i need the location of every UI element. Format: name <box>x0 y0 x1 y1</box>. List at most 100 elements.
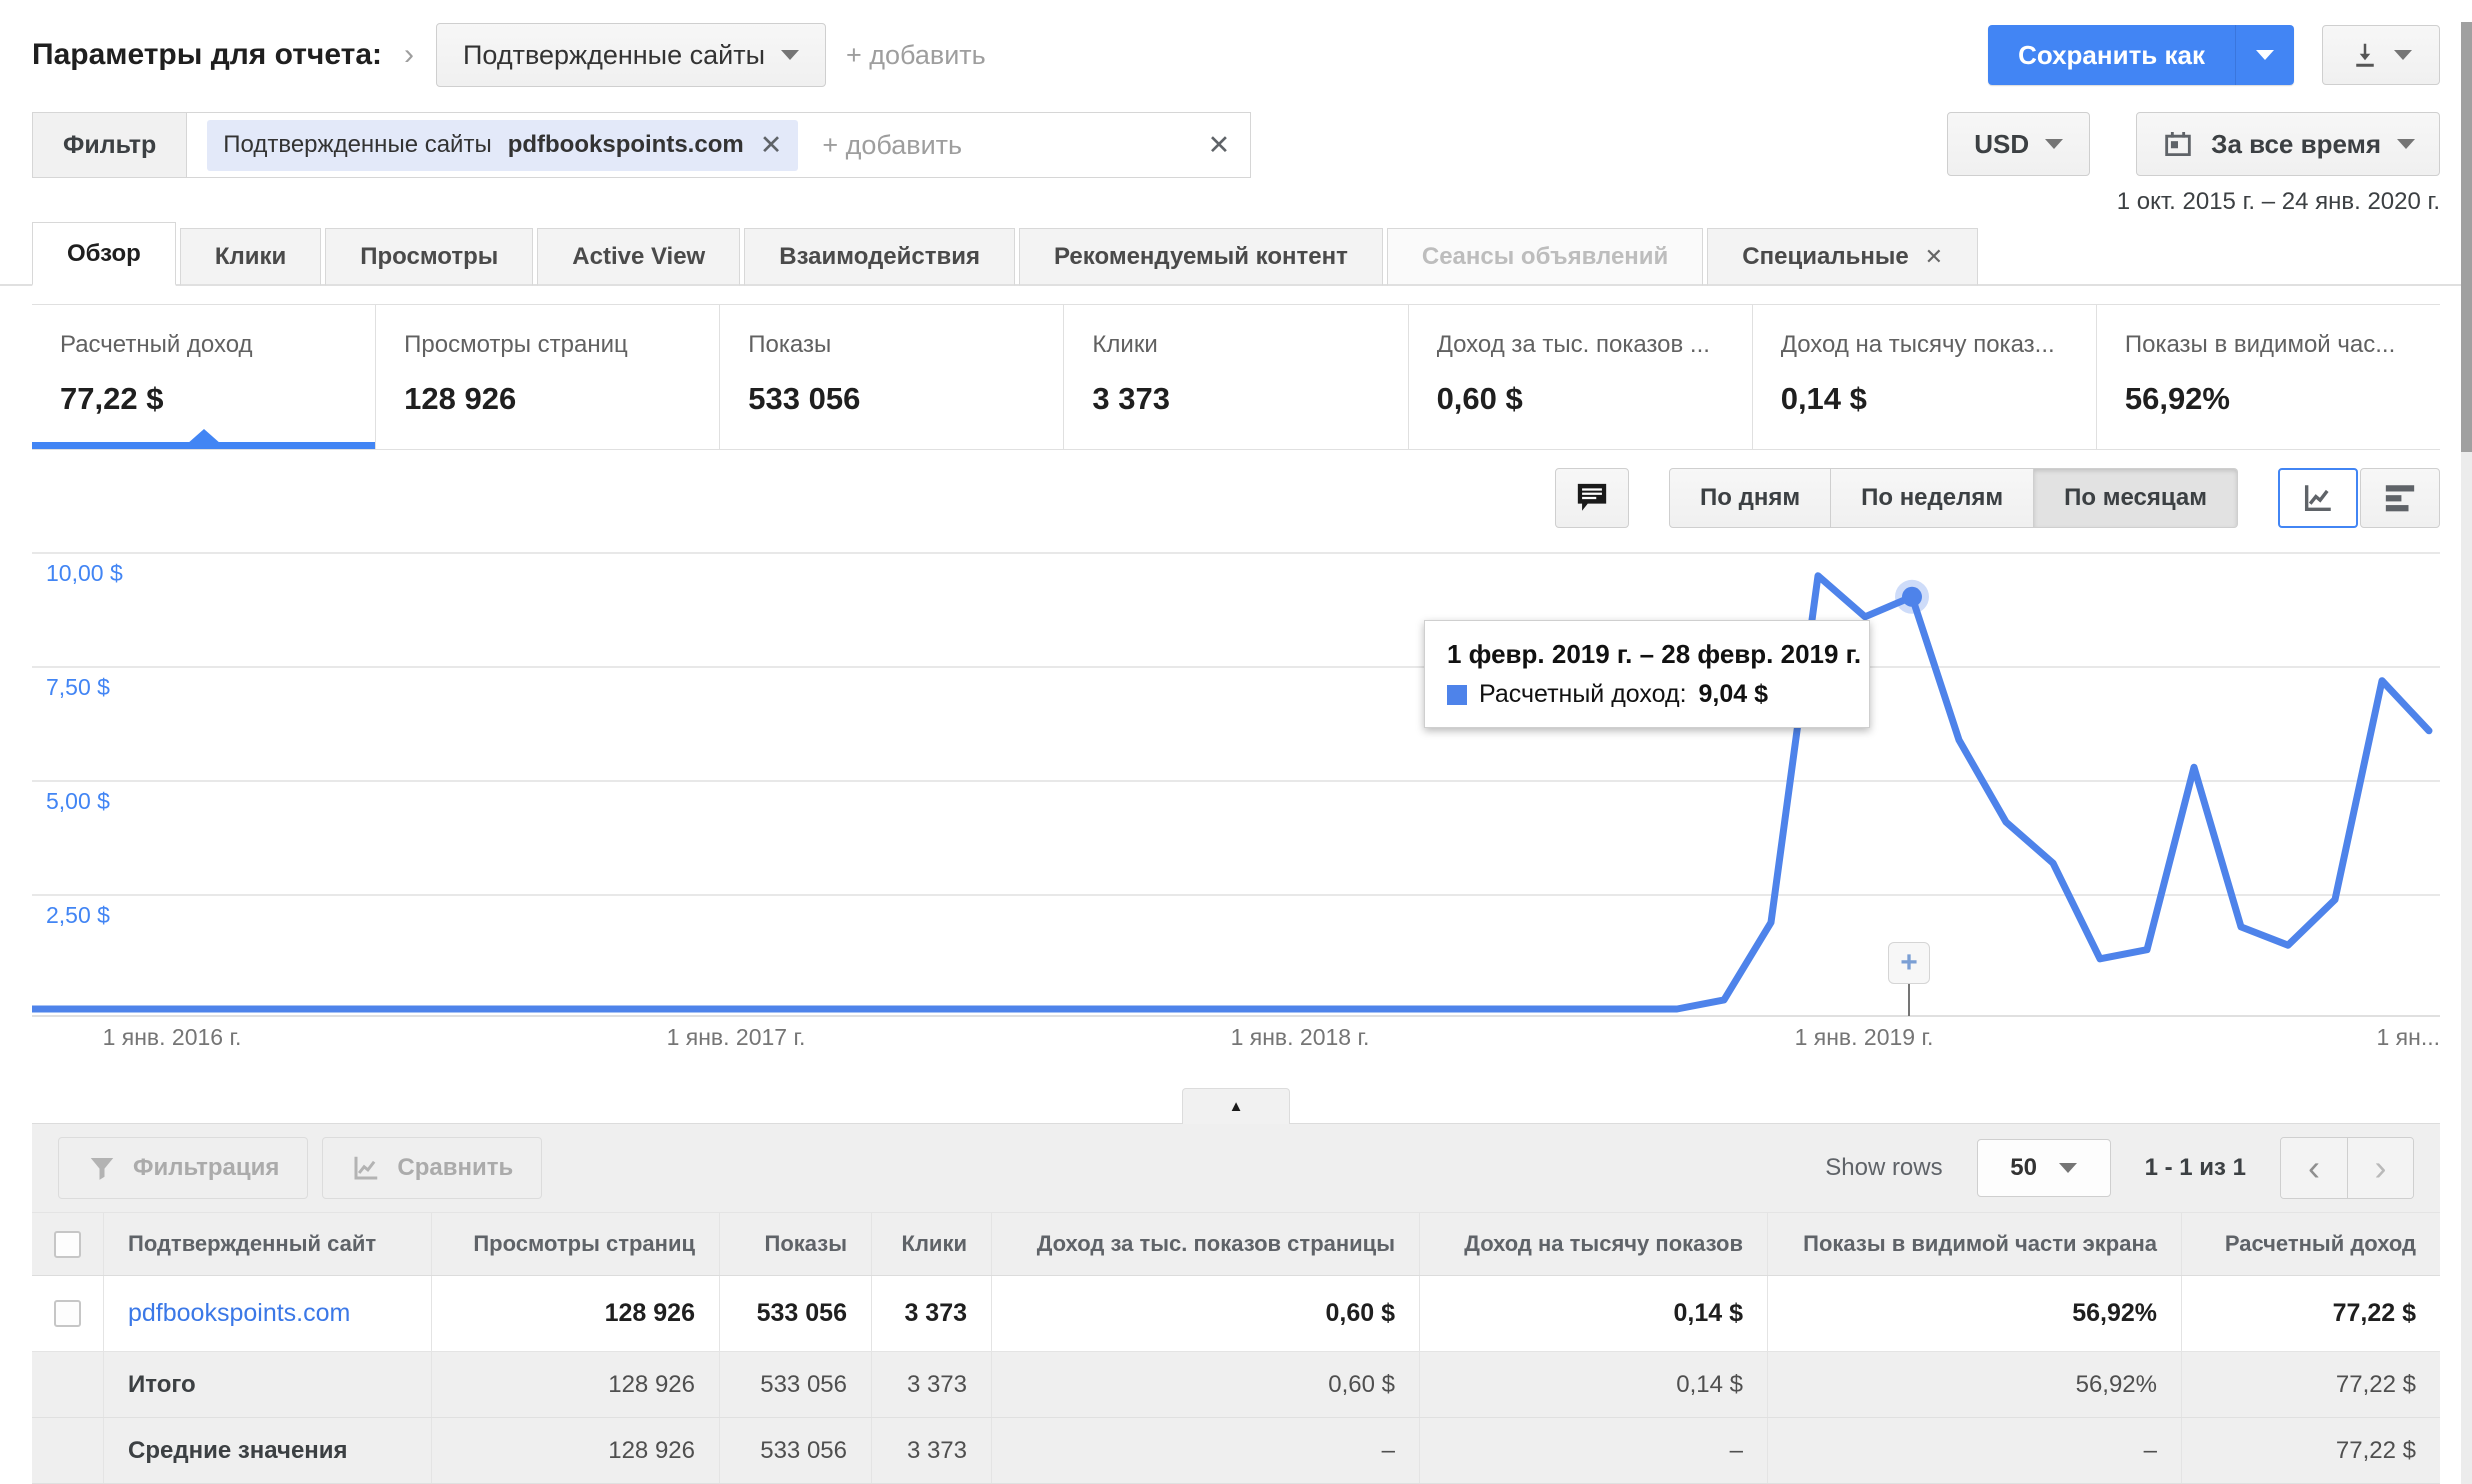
select-all-checkbox[interactable] <box>54 1230 81 1258</box>
add-annotation-button[interactable]: + <box>1888 942 1930 984</box>
column-header-viewability[interactable]: Показы в видимой части экрана <box>1768 1213 2182 1275</box>
date-range-label: За все время <box>2211 128 2381 159</box>
tab-interactions[interactable]: Взаимодействия <box>744 228 1016 286</box>
add-report-button[interactable]: + добавить <box>845 39 986 70</box>
topbar: Параметры для отчета: › Подтвержденные с… <box>32 22 2440 88</box>
comment-button[interactable] <box>1555 468 1630 528</box>
funnel-icon <box>87 1153 117 1183</box>
report-type-dropdown[interactable]: Подтвержденные сайты <box>436 23 826 87</box>
x-axis-label: 1 ян... <box>2376 1024 2440 1050</box>
tooltip-series-label: Расчетный доход: <box>1479 680 1687 708</box>
date-range-dropdown[interactable]: За все время <box>2136 112 2440 176</box>
filter-label: Фильтр <box>32 112 188 178</box>
chart-controls: По дням По неделям По месяцам <box>32 468 2440 528</box>
x-axis-labels: 1 янв. 2016 г. 1 янв. 2017 г. 1 янв. 2018 … <box>32 1024 2440 1064</box>
show-rows-label: Show rows <box>1825 1154 1943 1181</box>
series-legend-swatch <box>1447 684 1467 705</box>
total-label: Итого <box>104 1352 432 1417</box>
cell-clicks: 3 373 <box>872 1276 992 1351</box>
metric-card-impressions[interactable]: Показы 533 056 <box>720 305 1065 449</box>
x-axis-label: 1 янв. 2018 г. <box>1230 1024 1370 1050</box>
column-header-clicks[interactable]: Клики <box>872 1213 992 1275</box>
y-axis-label: 10,00 $ <box>46 560 123 586</box>
tab-custom[interactable]: Специальные ✕ <box>1707 228 1979 286</box>
download-icon <box>2350 40 2380 70</box>
average-label: Средние значения <box>104 1418 432 1483</box>
earnings-series-line <box>32 572 2433 1013</box>
column-header-earnings[interactable]: Расчетный доход <box>2224 1231 2416 1256</box>
scrollbar-thumb[interactable] <box>2461 22 2472 452</box>
avg-impressions: 533 056 <box>720 1418 872 1483</box>
filter-chip[interactable]: Подтвержденные сайты pdfbookspoints.com … <box>207 119 799 171</box>
sites-table: Фильтрация Сравнить Show rows 50 1 - 1 и… <box>32 1123 2440 1484</box>
filter-add-placeholder: + добавить <box>822 129 963 160</box>
chevron-down-icon <box>2058 1163 2077 1173</box>
download-button[interactable] <box>2322 25 2440 85</box>
x-axis-label: 1 янв. 2017 г. <box>666 1024 806 1050</box>
collapse-chart-button[interactable]: ▲ <box>1182 1088 1290 1124</box>
rows-per-page-dropdown[interactable]: 50 <box>1976 1139 2111 1197</box>
tab-recommended-content[interactable]: Рекомендуемый контент <box>1019 228 1383 286</box>
site-link[interactable]: pdfbookspoints.com <box>128 1299 351 1327</box>
pagination-controls: ‹ › <box>2280 1137 2414 1199</box>
tab-overview[interactable]: Обзор <box>32 222 176 286</box>
chevron-down-icon <box>2045 139 2064 149</box>
save-as-button[interactable]: Сохранить как <box>1988 25 2236 85</box>
column-header-site[interactable]: Подтвержденный сайт <box>104 1213 432 1275</box>
x-axis-label: 1 янв. 2016 г. <box>102 1024 242 1050</box>
compare-chart-icon <box>351 1153 381 1183</box>
metric-card-earnings[interactable]: Расчетный доход 77,22 $ <box>32 305 377 449</box>
total-impression-rpm: 0,14 $ <box>1420 1352 1768 1417</box>
save-as-menu-button[interactable] <box>2236 25 2294 85</box>
granularity-by-month[interactable]: По месяцам <box>2034 468 2238 528</box>
selected-card-notch <box>186 429 221 444</box>
chevron-down-icon <box>2397 139 2415 149</box>
filter-clear-icon[interactable]: ✕ <box>1207 129 1231 160</box>
next-page-button[interactable]: › <box>2347 1138 2413 1198</box>
column-header-page-views[interactable]: Просмотры страниц <box>432 1213 720 1275</box>
column-header-impressions[interactable]: Показы <box>720 1213 872 1275</box>
column-header-page-rpm[interactable]: Доход за тыс. показов страницы <box>992 1213 1420 1275</box>
line-chart-toggle[interactable] <box>2278 468 2358 528</box>
tab-active-view[interactable]: Active View <box>537 228 741 286</box>
row-checkbox[interactable] <box>54 1300 81 1327</box>
average-row: Средние значения 128 926 533 056 3 373 –… <box>32 1418 2440 1484</box>
chart-plot-area[interactable] <box>32 542 2440 1022</box>
currency-label: USD <box>1974 128 2030 159</box>
total-viewability: 56,92% <box>1768 1352 2182 1417</box>
column-header-impression-rpm[interactable]: Доход на тысячу показов <box>1420 1213 1768 1275</box>
metric-card-impression-rpm[interactable]: Доход на тысячу показ... 0,14 $ <box>1753 305 2097 449</box>
bar-chart-toggle[interactable] <box>2360 468 2440 528</box>
prev-page-button[interactable]: ‹ <box>2281 1138 2347 1198</box>
cell-page-rpm: 0,60 $ <box>992 1276 1420 1351</box>
chevron-down-icon <box>2256 50 2274 60</box>
chart-tooltip: 1 февр. 2019 г. – 28 февр. 2019 г. Расче… <box>1424 620 1870 728</box>
page-title: Параметры для отчета: <box>32 38 382 71</box>
page-scrollbar[interactable] <box>2461 22 2472 1484</box>
chip-close-icon[interactable]: ✕ <box>759 129 783 160</box>
metric-card-clicks[interactable]: Клики 3 373 <box>1064 305 1409 449</box>
breadcrumb-chevron-icon: › <box>404 38 414 71</box>
earnings-chart[interactable]: 10,00 $ 7,50 $ 5,00 $ 2,50 $ 1 янв. 2016 г.… <box>32 542 2440 1064</box>
granularity-by-week[interactable]: По неделям <box>1831 468 2035 528</box>
filter-input[interactable]: Подтвержденные сайты pdfbookspoints.com … <box>187 112 1252 178</box>
line-chart-icon <box>2300 481 2336 515</box>
table-row: pdfbookspoints.com 128 926 533 056 3 373… <box>32 1276 2440 1352</box>
y-axis-label: 7,50 $ <box>46 674 110 700</box>
granularity-by-day[interactable]: По дням <box>1669 468 1832 528</box>
metric-cards: Расчетный доход 77,22 $ Просмотры страни… <box>32 304 2440 450</box>
tab-clicks[interactable]: Клики <box>179 228 322 286</box>
pagination-range: 1 - 1 из 1 <box>2144 1154 2246 1181</box>
table-filter-button[interactable]: Фильтрация <box>58 1137 309 1199</box>
avg-clicks: 3 373 <box>872 1418 992 1483</box>
avg-viewability: – <box>1768 1418 2182 1483</box>
metric-card-page-views[interactable]: Просмотры страниц 128 926 <box>376 305 721 449</box>
metric-card-page-rpm[interactable]: Доход за тыс. показов ... 0,60 $ <box>1409 305 1753 449</box>
tab-close-icon[interactable]: ✕ <box>1924 243 1944 269</box>
currency-dropdown[interactable]: USD <box>1947 112 2091 176</box>
cell-earnings: 77,22 $ <box>2332 1299 2416 1327</box>
table-compare-button[interactable]: Сравнить <box>322 1137 543 1199</box>
tab-views[interactable]: Просмотры <box>325 228 534 286</box>
metric-card-viewability[interactable]: Показы в видимой час... 56,92% <box>2124 331 2396 416</box>
table-header-row: Подтвержденный сайт Просмотры страниц По… <box>32 1212 2440 1276</box>
